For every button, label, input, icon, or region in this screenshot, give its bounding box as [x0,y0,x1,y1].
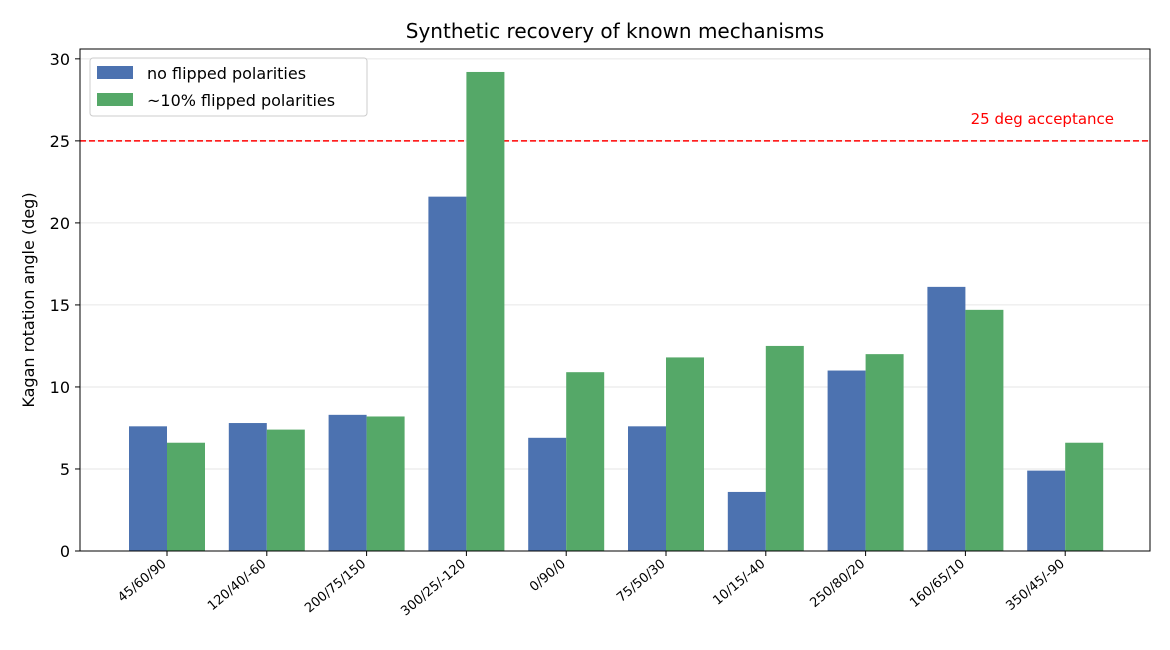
bar-flipped [865,354,904,551]
x-tick-label: 0/90/0 [527,557,569,595]
bar-flipped [1065,442,1104,551]
legend-label-flipped: ~10% flipped polarities [147,91,335,110]
legend: no flipped polarities ~10% flipped polar… [89,57,368,117]
x-tick-label: 200/75/150 [302,557,369,617]
bar-no-flipped [428,196,467,551]
bar-flipped [466,71,505,552]
legend-swatch-no-flipped [97,66,133,79]
y-axis: 0 5 10 15 20 25 30 [50,50,80,561]
y-axis-label: Kagan rotation angle (deg) [19,192,38,407]
bar-no-flipped [228,423,267,551]
bar-flipped [366,416,405,551]
x-tick-label: 75/50/30 [614,557,668,606]
bar-no-flipped [528,437,567,551]
bar-flipped [167,442,205,551]
y-tick-label: 25 [50,132,70,151]
reference-line-label: 25 deg acceptance [971,110,1114,128]
reference-line-group: 25 deg acceptance [80,110,1150,142]
y-tick-label: 30 [50,50,70,69]
bar-no-flipped [328,414,367,551]
bar-no-flipped [129,426,167,551]
bar-no-flipped [727,491,766,551]
x-tick-label: 45/60/90 [115,557,169,606]
plot-frame [79,48,1151,552]
x-tick-label: 10/15/-40 [710,557,768,609]
y-tick-label: 0 [60,542,70,561]
legend-frame [89,57,368,117]
y-tick-label: 20 [50,214,70,233]
x-axis: 45/60/90 120/40/-60 200/75/150 300/25/-120 0… [115,551,1068,619]
y-tick-label: 15 [50,296,70,315]
legend-label-no-flipped: no flipped polarities [147,64,306,83]
y-tick-label: 10 [50,378,70,397]
bar-no-flipped [927,286,966,551]
x-tick-label: 160/65/10 [907,557,968,611]
x-tick-label: 300/25/-120 [398,557,469,620]
x-tick-label: 120/40/-60 [205,557,269,614]
bar-flipped [566,372,605,551]
bar-no-flipped [827,370,866,551]
x-tick-label: 350/45/-90 [1003,557,1067,614]
x-tick-label: 250/80/20 [807,557,868,611]
bar-no-flipped [628,426,666,551]
y-tick-label: 5 [60,460,70,479]
bar-flipped [266,429,305,551]
legend-swatch-flipped [97,93,133,106]
bar-flipped [666,357,704,551]
bar-no-flipped [1027,470,1066,551]
chart-title: Synthetic recovery of known mechanisms [406,19,824,43]
bars [129,71,1104,552]
bar-flipped [765,345,804,551]
bar-flipped [965,309,1004,551]
